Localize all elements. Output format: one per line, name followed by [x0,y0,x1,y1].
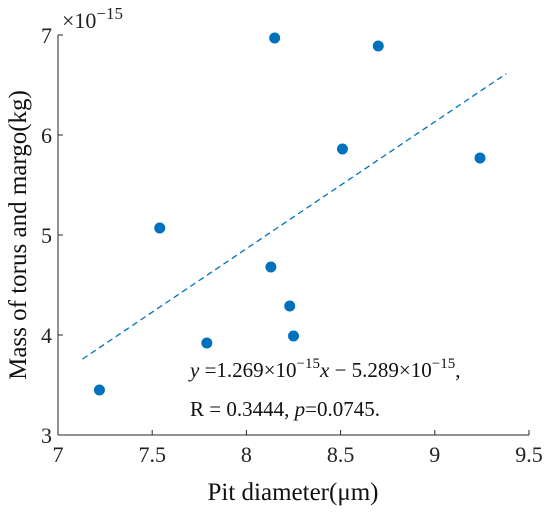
y-tick-label: 3 [41,423,52,448]
y-tick-label: 7 [41,23,52,48]
fit-line [82,73,507,360]
y-axis-ticks: 3 4 5 6 7 [41,23,63,448]
y-tick-label: 6 [41,123,52,148]
data-point [154,222,166,234]
y-axis-multiplier: ×10−15 [62,4,123,33]
annotation-exp2: −15 [432,356,455,372]
annotation-y-symbol: y [188,358,200,382]
annotation-exp1: −15 [297,356,320,372]
x-tick-label: 7.5 [138,442,166,467]
data-point [93,384,105,396]
annotation-equation: y =1.269×10−15x − 5.289×10−15, [188,356,460,382]
annotation-eq-part2: − 5.289×10 [329,358,431,382]
data-point [284,300,296,312]
y-tick-label: 5 [41,223,52,248]
annotation-p-value: =0.0745. [305,397,380,421]
data-point [372,40,384,52]
x-tick-label: 8.5 [327,442,355,467]
data-point [288,330,299,342]
data-point [336,143,348,155]
data-point [269,32,281,44]
y-tick-label: 4 [41,323,52,348]
x-tick-label: 9 [429,442,440,467]
annotation-p-symbol: p [293,397,306,421]
plot-area [57,35,529,436]
annotation-comma: , [455,358,460,382]
annotation-x-symbol: x [319,358,330,382]
y-multiplier-base: ×10 [62,8,96,33]
y-multiplier-exponent: −15 [96,4,123,23]
y-axis-label: Mass of torus and margo(kg) [5,90,32,380]
x-tick-label: 8 [241,442,252,467]
x-tick-label: 7 [53,442,64,467]
annotation-eq-part1: =1.269×10 [199,358,296,382]
annotation-stats: R = 0.3444, p=0.0745. [190,397,380,421]
data-point [474,152,486,164]
plot-background [58,35,529,435]
x-axis-label: Pit diameter(μm) [208,479,379,506]
annotation-r-value: R = 0.3444, [190,397,295,421]
x-tick-label: 9.5 [515,442,543,467]
x-axis-ticks: 7 7.5 8 8.5 9 9.5 [53,430,543,467]
data-point [265,261,277,273]
data-points [93,32,486,396]
data-point [201,337,213,349]
